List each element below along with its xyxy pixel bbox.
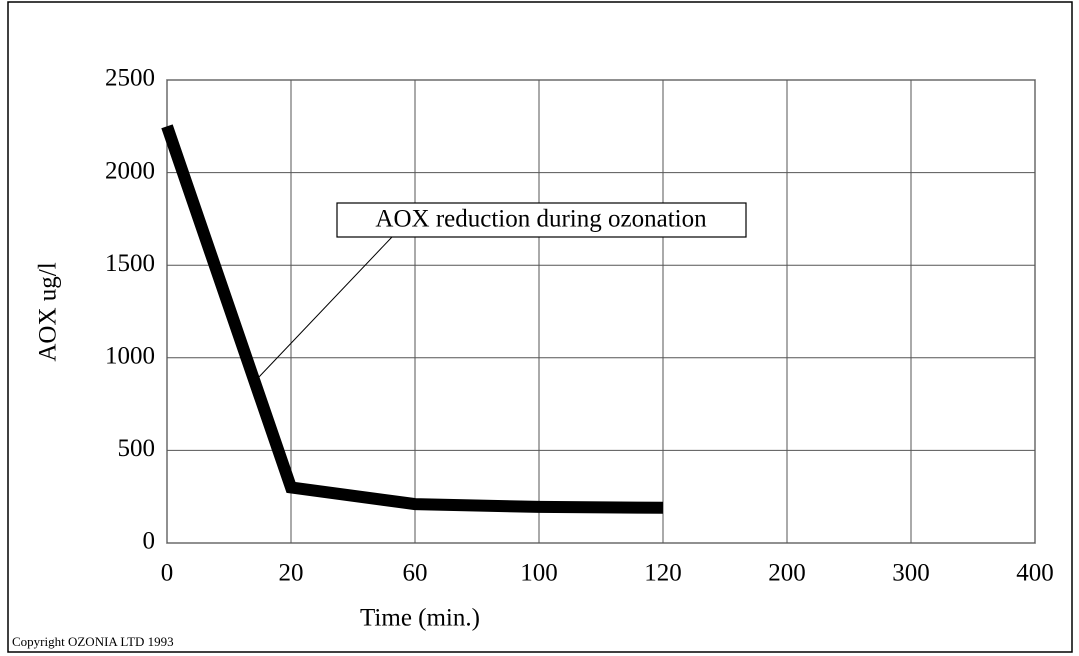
x-tick-label: 60 [403,560,428,587]
x-tick-label: 20 [279,560,304,587]
annotation-text: AOX reduction during ozonation [375,206,707,233]
y-tick-label: 1000 [105,343,155,370]
x-tick-label: 200 [768,560,806,587]
x-axis-label: Time (min.) [360,605,480,632]
copyright: Copyright OZONIA LTD 1993 [12,634,174,649]
x-tick-label: 120 [644,560,682,587]
x-tick-label: 100 [520,560,558,587]
frame [7,1,1073,653]
y-tick-label: 0 [143,528,156,555]
y-tick-label: 1500 [105,250,155,277]
x-tick-label: 300 [892,560,930,587]
x-tick-label: 0 [161,560,174,587]
y-axis-label: AOX ug/l [35,262,62,361]
y-tick-label: 2500 [105,65,155,92]
data-line [161,124,664,514]
y-tick-label: 2000 [105,157,155,184]
plot-area [166,79,1036,544]
x-tick-label: 400 [1016,560,1054,587]
annotation-leader [257,236,393,379]
annotation-box [336,202,747,238]
y-tick-label: 500 [118,435,156,462]
